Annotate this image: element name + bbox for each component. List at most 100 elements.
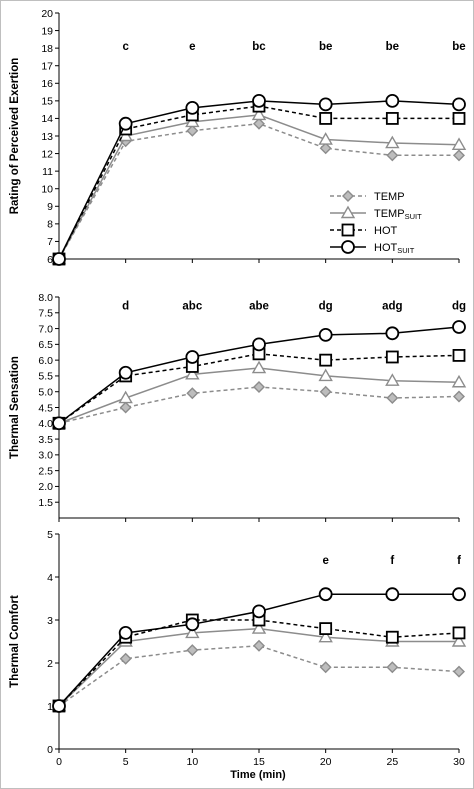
significance-annotation: abc	[182, 301, 202, 313]
y-axis-label: Thermal Sensation	[9, 356, 21, 459]
series-hot-suit	[52, 93, 466, 266]
data-point	[185, 350, 200, 364]
data-point	[385, 373, 400, 386]
data-point	[386, 392, 399, 405]
data-point	[253, 380, 265, 393]
legend-entry: HOT	[330, 223, 398, 237]
y-tick-label: 2	[47, 658, 53, 670]
y-tick-label: 7.5	[38, 308, 53, 320]
data-point	[119, 652, 132, 665]
legend-subscript: SUIT	[397, 246, 415, 255]
significance-annotation: adg	[382, 301, 402, 313]
data-point	[251, 107, 267, 121]
y-tick-label: 6.0	[38, 355, 53, 367]
y-tick-label: 7	[47, 236, 53, 248]
legend-entry: TEMP	[330, 190, 405, 203]
data-point	[118, 116, 133, 131]
y-tick-label: 9	[47, 201, 53, 213]
y-axis-label: Rating of Perceived Exertion	[9, 58, 21, 215]
x-tick-label: 25	[386, 756, 398, 768]
data-point	[451, 137, 467, 150]
y-tick-label: 18	[41, 43, 53, 55]
data-point	[319, 661, 332, 674]
data-point	[451, 374, 467, 388]
data-point	[185, 366, 200, 380]
data-point	[186, 387, 199, 400]
data-point	[318, 327, 333, 342]
x-tick-label: 30	[453, 756, 465, 768]
data-point	[185, 625, 200, 639]
x-tick-label: 20	[320, 756, 332, 768]
significance-annotation: be	[452, 41, 465, 53]
significance-annotation: dg	[319, 301, 333, 313]
data-point	[318, 629, 333, 643]
data-point	[52, 416, 66, 431]
data-point	[319, 142, 332, 155]
y-tick-label: 16	[41, 78, 53, 90]
y-tick-label: 3	[47, 615, 53, 627]
y-tick-label: 4.0	[38, 418, 53, 430]
significance-annotation: be	[386, 41, 399, 53]
x-tick-label: 5	[123, 756, 129, 768]
data-point	[452, 97, 466, 112]
legend-entry: HOTSUIT	[330, 240, 415, 255]
data-point	[318, 97, 333, 112]
y-tick-label: 5	[47, 529, 53, 541]
data-point	[252, 337, 266, 352]
y-axis-label: Thermal Comfort	[9, 595, 21, 688]
data-point	[452, 626, 466, 640]
x-tick-label: 0	[56, 756, 62, 768]
significance-annotation: abe	[249, 301, 269, 313]
data-point	[386, 661, 399, 674]
data-point	[252, 604, 266, 619]
y-tick-label: 0	[47, 744, 53, 756]
significance-annotation: f	[390, 555, 394, 567]
legend-subscript: SUIT	[405, 212, 423, 221]
data-point	[453, 665, 465, 678]
data-point	[118, 365, 133, 380]
chart-panel-1: 6 7 8 9 10 11 12 13 14 15 16 17 18 19 20 Rating of Perc…	[9, 8, 467, 266]
significance-annotation: f	[457, 555, 461, 567]
data-point	[453, 149, 465, 162]
y-tick-label: 4.5	[38, 402, 53, 414]
y-tick-label: 2.0	[38, 481, 53, 493]
legend-marker	[340, 205, 356, 219]
data-point	[253, 639, 265, 652]
y-tick-label: 13	[41, 131, 53, 143]
data-point	[251, 360, 267, 374]
x-tick-label: 10	[186, 756, 198, 768]
data-point	[453, 390, 465, 403]
y-tick-label: 2.5	[38, 465, 53, 477]
data-point	[118, 626, 133, 640]
significance-annotation: bc	[252, 41, 266, 53]
data-point	[319, 622, 333, 635]
data-point	[118, 390, 133, 404]
data-point	[385, 135, 400, 149]
data-point	[385, 630, 399, 644]
x-tick-label: 15	[253, 756, 265, 768]
series-hot-suit	[52, 320, 466, 431]
data-point	[253, 117, 265, 130]
data-point	[119, 401, 132, 414]
data-point	[185, 617, 200, 632]
significance-annotation: dg	[452, 301, 466, 313]
data-point	[319, 112, 333, 125]
data-point	[385, 93, 400, 108]
y-tick-label: 7.0	[38, 323, 53, 335]
significance-annotation: be	[319, 41, 332, 53]
y-tick-label: 8.0	[38, 292, 53, 304]
data-point	[385, 112, 399, 125]
y-tick-label: 6.5	[38, 339, 53, 351]
y-tick-label: 3.5	[38, 434, 53, 446]
legend-marker	[341, 223, 355, 237]
significance-annotation: e	[189, 41, 195, 53]
legend-entry: TEMPSUIT	[330, 205, 423, 221]
y-tick-label: 10	[41, 184, 53, 196]
data-point	[385, 326, 400, 341]
y-tick-label: 5.5	[38, 371, 53, 383]
data-point	[252, 93, 266, 108]
data-point	[318, 587, 333, 602]
data-point	[385, 587, 400, 602]
y-tick-label: 4	[47, 572, 53, 584]
